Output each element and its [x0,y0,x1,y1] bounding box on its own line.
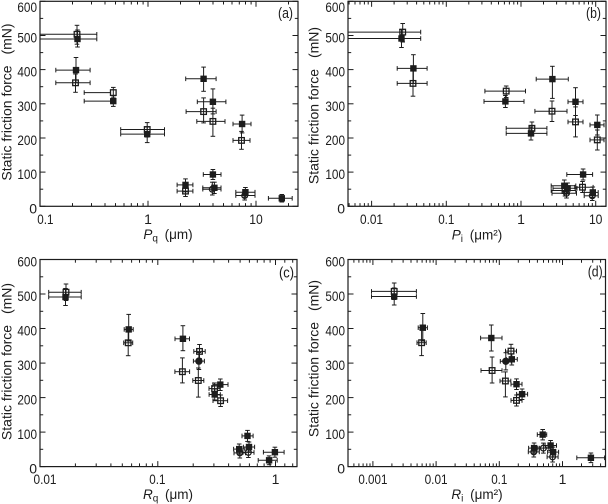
svg-text:1: 1 [272,471,280,487]
svg-text:100: 100 [325,166,345,182]
svg-text:0.1: 0.1 [149,471,165,487]
svg-text:100: 100 [325,426,345,442]
svg-text:1: 1 [517,211,525,227]
svg-text:500: 500 [17,288,37,304]
svg-text:0.1: 0.1 [438,211,454,227]
svg-text:300: 300 [325,98,345,114]
svg-text:0.01: 0.01 [425,471,448,487]
svg-text:Rq (μm): Rq (μm) [143,487,193,504]
svg-text:(a): (a) [278,6,293,22]
svg-text:0.1: 0.1 [491,471,507,487]
svg-text:1: 1 [144,211,152,227]
svg-text:400: 400 [17,323,37,339]
svg-text:600: 600 [17,0,37,15]
svg-text:300: 300 [17,98,37,114]
svg-text:100: 100 [17,166,37,182]
svg-text:Static friction force (mN): Static friction force (mN) [306,280,322,437]
svg-text:200: 200 [325,132,345,148]
svg-text:400: 400 [325,64,345,80]
svg-text:300: 300 [17,357,37,373]
svg-text:400: 400 [325,323,345,339]
svg-text:0: 0 [29,461,37,477]
svg-text:0: 0 [337,461,345,477]
svg-text:200: 200 [325,392,345,408]
svg-text:0.001: 0.001 [358,471,387,487]
svg-text:Ri (μm²): Ri (μm²) [451,487,502,504]
svg-text:400: 400 [17,64,37,80]
svg-text:Pi (μm²): Pi (μm²) [452,228,503,246]
svg-text:10: 10 [249,211,263,227]
svg-text:10: 10 [589,211,603,227]
svg-text:Static friction force (mN): Static friction force (mN) [0,23,15,180]
svg-text:600: 600 [325,254,345,270]
svg-text:500: 500 [325,30,345,46]
svg-text:0.01: 0.01 [360,211,383,227]
svg-text:Pq (μm): Pq (μm) [143,227,192,245]
svg-text:0.1: 0.1 [37,211,53,227]
svg-text:100: 100 [17,426,37,442]
svg-text:(d): (d) [588,264,603,280]
svg-text:0.01: 0.01 [34,471,57,487]
svg-text:0: 0 [29,200,37,216]
svg-text:500: 500 [325,288,345,304]
svg-text:600: 600 [325,0,345,15]
svg-text:200: 200 [17,392,37,408]
svg-text:(b): (b) [586,6,601,22]
svg-text:(c): (c) [279,266,294,282]
svg-text:500: 500 [17,30,37,46]
svg-text:200: 200 [17,132,37,148]
svg-text:600: 600 [17,254,37,270]
svg-text:300: 300 [325,357,345,373]
svg-text:Static friction force (mN): Static friction force (mN) [0,283,15,440]
svg-text:Static friction force (mN): Static friction force (mN) [306,27,322,184]
svg-text:0: 0 [337,200,345,216]
svg-text:1: 1 [559,471,567,487]
